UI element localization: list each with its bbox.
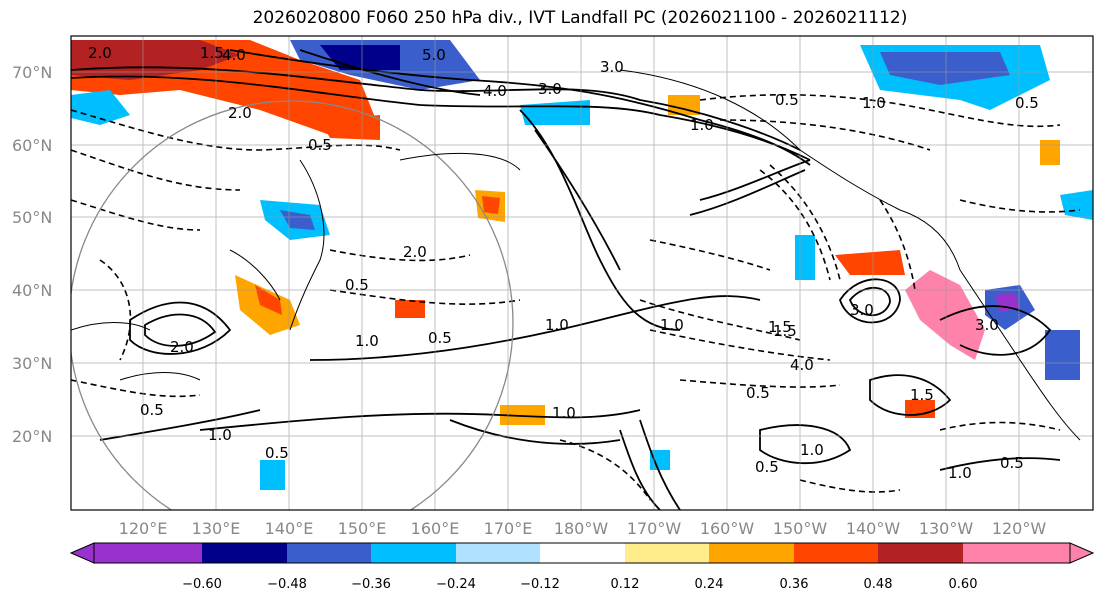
longitude-axis: 120°E 130°E 140°E 150°E 160°E 170°E 180°…: [119, 519, 1047, 538]
colorbar-segment: [94, 543, 202, 563]
contour-label: 4.0: [790, 356, 814, 374]
contour-label: 0.5: [1015, 94, 1039, 112]
contour-label: 1.0: [208, 426, 232, 444]
contour-label: 0.5: [746, 384, 770, 402]
contour-label: 1.5: [773, 322, 797, 340]
lon-label: 160°W: [700, 519, 755, 538]
colorbar-tick-label: −0.60: [182, 577, 222, 592]
contour-label: 2.0: [88, 44, 112, 62]
lon-label: 130°E: [192, 519, 241, 538]
map-border: [70, 35, 1094, 511]
colorbar-segment: [287, 543, 371, 563]
contour-label: 1.0: [800, 441, 824, 459]
contour-label: 0.5: [775, 91, 799, 109]
colorbar-tick-label: −0.48: [267, 577, 307, 592]
contour-label: 2.0: [403, 243, 427, 261]
contour-label: 0.5: [755, 458, 779, 476]
contour-label: 1.5: [768, 318, 792, 336]
lon-label: 120°E: [119, 519, 168, 538]
contour-label: 1.0: [545, 316, 569, 334]
lon-label: 150°E: [338, 519, 387, 538]
lat-label: 40°N: [12, 281, 52, 300]
colorbar-tick-label: −0.36: [351, 577, 391, 592]
colorbar-tick-label: −0.12: [520, 577, 560, 592]
contour-label: 3.0: [600, 58, 624, 76]
contour-label: 1.0: [660, 316, 684, 334]
colorbar-segment: [878, 543, 963, 563]
lat-label: 60°N: [12, 136, 52, 155]
colorbar-segment: [794, 543, 878, 563]
contour-label: 4.0: [222, 46, 246, 64]
colorbar-tick-label: 0.36: [780, 577, 809, 592]
contour-label: 1.5: [910, 386, 934, 404]
contour-label: 0.5: [265, 444, 289, 462]
latitude-axis: 70°N 60°N 50°N 40°N 30°N 20°N: [12, 63, 52, 446]
colorbar-tick-label: −0.24: [436, 577, 476, 592]
contour-label: 0.5: [428, 329, 452, 347]
contour-label: 0.5: [1000, 454, 1024, 472]
lat-label: 30°N: [12, 354, 52, 373]
colorbar-outline: [93, 542, 1071, 564]
contour-label: 0.5: [140, 401, 164, 419]
contour-label: 4.0: [483, 82, 507, 100]
colorbar-tick-label: 0.48: [864, 577, 893, 592]
contour-label: 0.5: [308, 136, 332, 154]
colorbar-tick-label: 0.12: [611, 577, 640, 592]
colorbar-segment: [625, 543, 709, 563]
colorbar-segment: [371, 543, 456, 563]
contour-label: 2.0: [228, 104, 252, 122]
colorbar-segment: [963, 543, 1070, 563]
contour-label: 1.0: [552, 404, 576, 422]
colorbar: −0.60 −0.48 −0.36 −0.24 −0.12 0.12 0.24 …: [69, 542, 1095, 592]
lon-label: 140°W: [846, 519, 901, 538]
graticule: [71, 36, 1093, 510]
colorbar-tick-label: 0.60: [949, 577, 978, 592]
lat-label: 70°N: [12, 63, 52, 82]
contour-label: 1.5: [200, 44, 224, 62]
lon-label: 180°W: [554, 519, 609, 538]
contour-label: 5.0: [422, 46, 446, 64]
lon-label: 160°E: [411, 519, 460, 538]
colorbar-segment: [709, 543, 794, 563]
colorbar-tick-label: 0.24: [695, 577, 724, 592]
lat-label: 50°N: [12, 208, 52, 227]
colorbar-segment: [202, 543, 287, 563]
contour-label: 1.0: [690, 116, 714, 134]
contour-labels: 2.0 1.5 4.0 5.0 3.0 4.0 3.0 1.0 0.5 2.0 …: [88, 44, 1039, 482]
page-title: 2026020800 F060 250 hPa div., IVT Landfa…: [252, 8, 908, 28]
lon-label: 150°W: [773, 519, 828, 538]
coastlines: [71, 69, 1081, 441]
lon-label: 120°W: [992, 519, 1047, 538]
contour-label: 2.0: [170, 338, 194, 356]
contour-label: 1.0: [862, 94, 886, 112]
colorbar-segment: [540, 543, 625, 563]
lon-label: 170°W: [627, 519, 682, 538]
lon-label: 130°W: [919, 519, 974, 538]
lon-label: 140°E: [265, 519, 314, 538]
contour-label: 1.0: [355, 332, 379, 350]
divergence-shading: [71, 40, 1093, 490]
solid-contours: [71, 49, 1061, 510]
contour-label: 3.0: [850, 301, 874, 319]
contour-label: 0.5: [345, 276, 369, 294]
contour-label: 3.0: [538, 80, 562, 98]
contour-label: 1.0: [948, 464, 972, 482]
colorbar-min-arrow: [69, 542, 95, 564]
range-circle: [71, 100, 514, 510]
colorbar-max-arrow: [1069, 542, 1095, 564]
contour-label: 3.0: [975, 316, 999, 334]
colorbar-segment: [456, 543, 540, 563]
lon-label: 170°E: [484, 519, 533, 538]
lat-label: 20°N: [12, 427, 52, 446]
